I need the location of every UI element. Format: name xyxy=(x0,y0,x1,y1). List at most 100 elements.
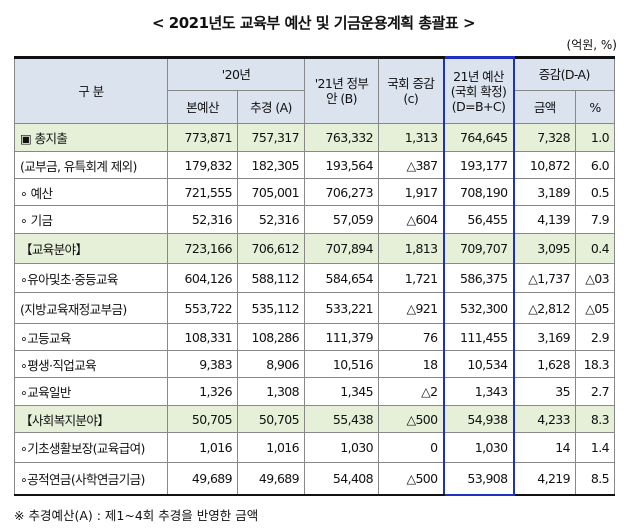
cell-value: 709,707 xyxy=(442,233,515,264)
cell-value: 2.9 xyxy=(575,323,616,351)
cell-value: 773,871 xyxy=(167,123,238,152)
cell-value: 721,555 xyxy=(167,178,238,206)
page-title: < 2021년도 교육부 예산 및 기금운용계획 총괄표 > xyxy=(151,14,476,32)
row-label: ▣ 총지출 xyxy=(14,123,168,152)
cell-value: 193,177 xyxy=(442,151,515,179)
header-gov-2021: '21년 정부안 (B) xyxy=(304,56,380,124)
cell-value: 14 xyxy=(513,432,577,463)
cell-value: 4,219 xyxy=(513,462,577,496)
cell-value: 50,705 xyxy=(167,405,238,433)
table-row: ∘기초생활보장(교육급여) 1,016 1,016 1,030 0 1,030 14 1.4 xyxy=(14,432,616,463)
cell-value: 8.5 xyxy=(575,462,616,496)
cell-value: 54,408 xyxy=(304,462,380,496)
table-row: 【교육분야】 723,166 706,612 707,894 1,813 709,707 3… xyxy=(14,233,616,264)
cell-value: △604 xyxy=(378,205,445,234)
header-base-budget: 본예산 xyxy=(167,90,238,124)
cell-value: 9,383 xyxy=(167,350,238,378)
cell-value: 52,316 xyxy=(236,205,306,234)
cell-value: 533,221 xyxy=(304,292,380,324)
cell-value: 1.4 xyxy=(575,432,616,463)
cell-value: 50,705 xyxy=(236,405,306,433)
row-label: ∘ 기금 xyxy=(14,205,168,234)
cell-value: △05 xyxy=(575,292,616,324)
header-assembly-change: 국회 증감 (c) xyxy=(378,56,445,124)
cell-value: 1,343 xyxy=(442,377,515,406)
cell-value: 1,016 xyxy=(236,432,306,463)
cell-value: 764,645 xyxy=(442,123,515,152)
cell-value: 56,455 xyxy=(442,205,515,234)
cell-value: 1,813 xyxy=(378,233,445,264)
cell-value: 1,030 xyxy=(304,432,380,463)
table-row: ∘고등교육 108,331 108,286 111,379 76 111,455 3,169… xyxy=(14,323,616,351)
table-row: ∘ 예산 721,555 705,001 706,273 1,917 708,190 3,1… xyxy=(14,178,616,206)
cell-value: 108,286 xyxy=(236,323,306,351)
header-amount: 금액 xyxy=(513,90,577,124)
cell-value: 708,190 xyxy=(442,178,515,206)
cell-value: 1,326 xyxy=(167,377,238,406)
cell-value: 1,721 xyxy=(378,263,445,293)
cell-value: △2,812 xyxy=(513,292,577,324)
table-row: ∘유아및초·중등교육 604,126 588,112 584,654 1,721 586,… xyxy=(14,263,616,293)
cell-value: 49,689 xyxy=(236,462,306,496)
row-label: ∘평생·직업교육 xyxy=(14,350,168,378)
cell-value: 4,233 xyxy=(513,405,577,433)
cell-value: 111,455 xyxy=(442,323,515,351)
cell-value: 7,328 xyxy=(513,123,577,152)
cell-value: 7.9 xyxy=(575,205,616,234)
cell-value: 0.4 xyxy=(575,233,616,264)
cell-value: 10,534 xyxy=(442,350,515,378)
cell-value: 4,139 xyxy=(513,205,577,234)
header-supplementary: 추경 (A) xyxy=(236,90,306,124)
row-label: ∘유아및초·중등교육 xyxy=(14,263,168,293)
cell-value: 706,612 xyxy=(236,233,306,264)
cell-value: △03 xyxy=(575,263,616,293)
cell-value: 49,689 xyxy=(167,462,238,496)
cell-value: △2 xyxy=(378,377,445,406)
cell-value: 35 xyxy=(513,377,577,406)
header-change: 증감(D-A) xyxy=(513,56,616,91)
cell-value: 763,332 xyxy=(304,123,380,152)
table-row: (교부금, 유특회계 제외) 179,832 182,305 193,564 △387 1… xyxy=(14,151,616,179)
cell-value: 1,628 xyxy=(513,350,577,378)
cell-value: 6.0 xyxy=(575,151,616,179)
cell-value: 76 xyxy=(378,323,445,351)
cell-value: 1.0 xyxy=(575,123,616,152)
cell-value: 0 xyxy=(378,432,445,463)
cell-value: 705,001 xyxy=(236,178,306,206)
table-row: 【사회복지분야】 50,705 50,705 55,438 △500 54,938 4,23… xyxy=(14,405,616,433)
header-final-2021: 21년 예산 (국회 확정) (D=B+C) xyxy=(442,56,515,124)
cell-value: 706,273 xyxy=(304,178,380,206)
cell-value: 2.7 xyxy=(575,377,616,406)
cell-value: 3,189 xyxy=(513,178,577,206)
header-category: 구 분 xyxy=(14,56,168,124)
cell-value: 10,872 xyxy=(513,151,577,179)
row-label: (지방교육재정교부금) xyxy=(14,292,168,324)
cell-value: 553,722 xyxy=(167,292,238,324)
row-label: ∘고등교육 xyxy=(14,323,168,351)
table-row: ∘평생·직업교육 9,383 8,906 10,516 18 10,534 1,628 18.… xyxy=(14,350,616,378)
footnote: ※ 추경예산(A) : 제1~4회 추경을 반영한 금액 xyxy=(14,508,259,523)
cell-value: 179,832 xyxy=(167,151,238,179)
cell-value: 584,654 xyxy=(304,263,380,293)
cell-value: 757,317 xyxy=(236,123,306,152)
table-row: ∘교육일반 1,326 1,308 1,345 △2 1,343 35 2.7 xyxy=(14,377,616,406)
cell-value: 111,379 xyxy=(304,323,380,351)
row-label: ∘교육일반 xyxy=(14,377,168,406)
cell-value: 535,112 xyxy=(236,292,306,324)
cell-value: 54,938 xyxy=(442,405,515,433)
cell-value: △500 xyxy=(378,405,445,433)
table-row: ▣ 총지출 773,871 757,317 763,332 1,313 764,645 7,… xyxy=(14,123,616,152)
cell-value: 1,917 xyxy=(378,178,445,206)
table-row: (지방교육재정교부금) 553,722 535,112 533,221 △921 532,… xyxy=(14,292,616,324)
cell-value: △1,737 xyxy=(513,263,577,293)
cell-value: 586,375 xyxy=(442,263,515,293)
header-2020: '20년 xyxy=(166,56,306,91)
cell-value: 1,345 xyxy=(304,377,380,406)
cell-value: 1,313 xyxy=(378,123,445,152)
cell-value: 55,438 xyxy=(304,405,380,433)
cell-value: 1,016 xyxy=(167,432,238,463)
cell-value: 52,316 xyxy=(167,205,238,234)
cell-value: 18.3 xyxy=(575,350,616,378)
cell-value: 57,059 xyxy=(304,205,380,234)
budget-table: 구 분 '20년 '21년 정부안 (B) 국회 증감 (c) 21년 예산 (… xyxy=(14,56,616,496)
